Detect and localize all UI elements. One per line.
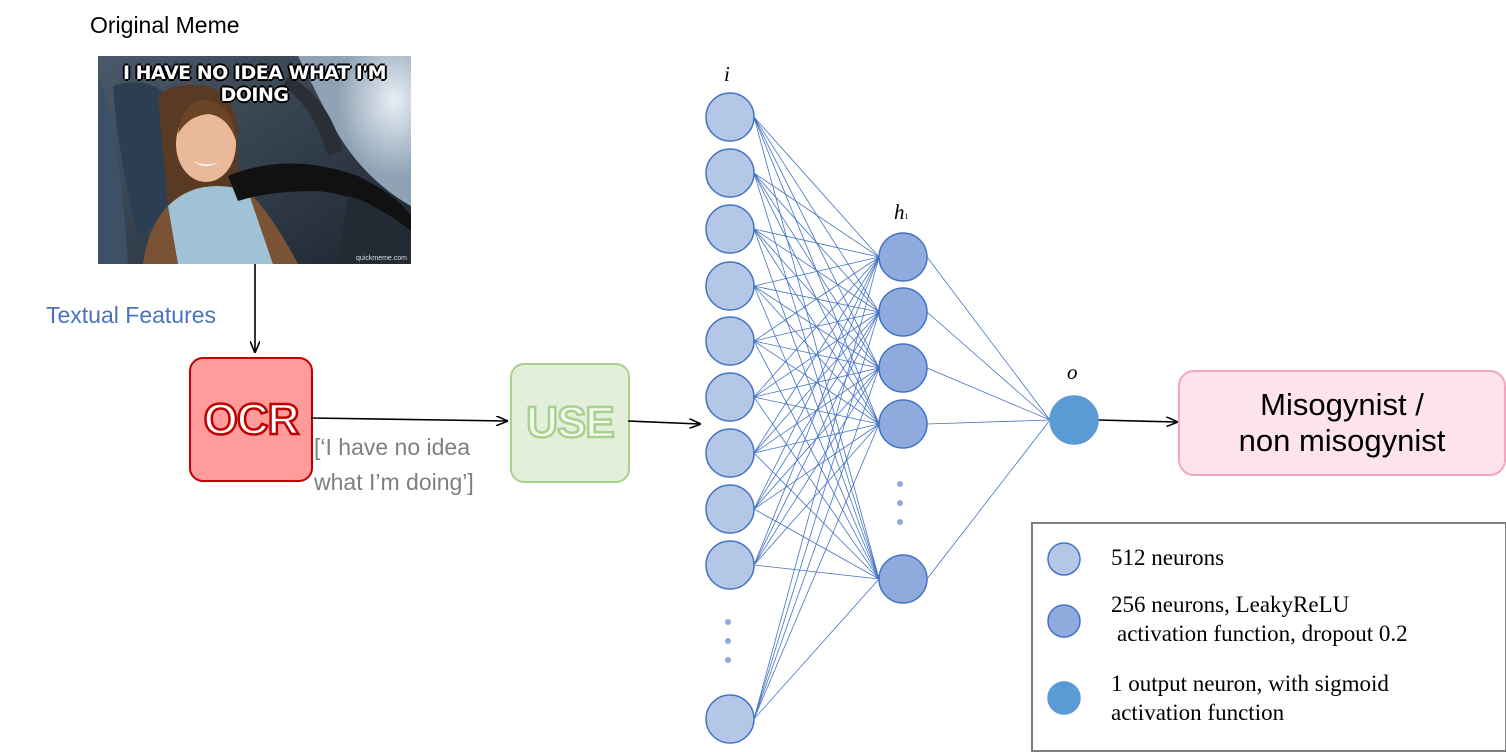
legend-item-2-line1: 256 neurons, LeakyReLU [1111, 592, 1350, 617]
edge-input-0-hidden-1 [753, 116, 880, 313]
edge-input-9-hidden-4 [753, 578, 880, 720]
input-ellipsis-dot-1 [725, 638, 731, 644]
edge-input-0-hidden-0 [753, 116, 880, 258]
input-neuron-3 [705, 261, 755, 311]
edge-input-8-hidden-0 [753, 256, 880, 566]
flow-arrows [255, 264, 1177, 424]
hidden-ellipsis-dot-2 [897, 519, 903, 525]
hidden-layer-subscript: 1 [904, 212, 909, 221]
edge-input-4-hidden-4 [753, 340, 880, 580]
hidden-layer-symbol: h [894, 200, 905, 224]
output-class-box: Misogynist / non misogynist [1178, 370, 1506, 476]
edge-input-1-hidden-0 [753, 172, 880, 258]
meme-credit: quickmeme.com [356, 255, 407, 262]
legend-item-1: 512 neurons [1111, 545, 1225, 570]
output-label-line2: non misogynist [1238, 423, 1446, 458]
edge-input-1-hidden-4 [753, 172, 880, 580]
edge-input-9-hidden-3 [753, 423, 880, 720]
edge-input-1-hidden-1 [753, 172, 880, 313]
hidden-neuron-0 [878, 232, 928, 282]
edge-input-3-hidden-0 [753, 256, 880, 287]
network-edges [753, 116, 1051, 720]
extracted-text-line2: what I’m doing’] [314, 469, 474, 495]
edge-input-7-hidden-0 [753, 256, 880, 510]
input-neuron-8 [705, 540, 755, 590]
hidden-layer-label: h1 [894, 200, 909, 225]
textual-features-label: Textual Features [46, 302, 217, 328]
legend: 512 neurons 256 neurons, LeakyReLU activ… [1031, 522, 1506, 752]
input-neuron-0 [705, 92, 755, 142]
input-neuron-6 [705, 428, 755, 478]
edge-input-9-hidden-0 [753, 256, 880, 720]
edge-input-0-hidden-4 [753, 116, 880, 580]
extracted-text: [‘I have no idea what I’m doing’] [314, 430, 474, 500]
edge-input-4-hidden-0 [753, 256, 880, 342]
hidden-neuron-1 [878, 287, 928, 337]
edge-hidden-2-output [926, 367, 1051, 421]
edge-input-2-hidden-4 [753, 228, 880, 580]
network-nodes [705, 92, 1099, 744]
legend-input-neuron [1047, 542, 1081, 576]
output-neuron [1049, 395, 1099, 445]
edge-input-3-hidden-4 [753, 285, 880, 580]
output-label-line1: Misogynist / [1260, 387, 1424, 422]
hidden-neuron-3 [878, 399, 928, 449]
input-layer-label: i [724, 62, 730, 86]
extracted-text-line1: [‘I have no idea [314, 434, 471, 460]
edge-input-5-hidden-0 [753, 256, 880, 398]
legend-symbols [1047, 542, 1081, 715]
use-label: USE [525, 397, 616, 449]
input-ellipsis-dot-2 [725, 657, 731, 663]
meme-image: I HAVE NO IDEA WHAT I'M DOING quickmeme.… [98, 56, 411, 264]
input-neuron-2 [705, 204, 755, 254]
network-to-output-arrow [1097, 420, 1177, 422]
edge-input-9-hidden-2 [753, 367, 880, 720]
hidden-neuron-4 [878, 554, 928, 604]
edge-input-2-hidden-1 [753, 228, 880, 313]
legend-item-2-line2: activation function, dropout 0.2 [1117, 621, 1408, 646]
edge-input-8-hidden-2 [753, 367, 880, 566]
edge-input-8-hidden-3 [753, 423, 880, 566]
input-neuron-7 [705, 484, 755, 534]
ocr-box: OCR [189, 357, 313, 482]
meme-picture [98, 56, 411, 264]
legend-hidden-neuron [1047, 604, 1081, 638]
edge-hidden-0-output [926, 256, 1051, 421]
meme-title: Original Meme [90, 12, 240, 38]
output-layer-label: o [1067, 360, 1078, 384]
hidden-neuron-2 [878, 343, 928, 393]
input-neuron-5 [705, 372, 755, 422]
legend-item-3-line1: 1 output neuron, with sigmoid [1111, 671, 1389, 696]
ocr-to-use-arrow [310, 418, 507, 421]
hidden-ellipsis-dot-1 [897, 500, 903, 506]
meme-caption: I HAVE NO IDEA WHAT I'M DOING [122, 62, 387, 106]
hidden-ellipsis-dot-0 [897, 481, 903, 487]
use-to-network-arrow [627, 421, 700, 424]
input-neuron-9 [705, 694, 755, 744]
edge-input-8-hidden-1 [753, 311, 880, 566]
legend-item-3-line2: activation function [1111, 700, 1285, 725]
legend-output-neuron [1047, 681, 1081, 715]
edge-input-9-hidden-1 [753, 311, 880, 720]
input-neuron-1 [705, 148, 755, 198]
edge-hidden-1-output [926, 311, 1051, 421]
edge-hidden-3-output [926, 419, 1051, 425]
edge-input-6-hidden-0 [753, 256, 880, 454]
input-neuron-4 [705, 316, 755, 366]
ocr-label: OCR [202, 393, 300, 445]
input-ellipsis-dot-0 [725, 619, 731, 625]
edge-input-2-hidden-0 [753, 228, 880, 258]
use-box: USE [510, 363, 630, 483]
edge-hidden-4-output [926, 419, 1051, 580]
